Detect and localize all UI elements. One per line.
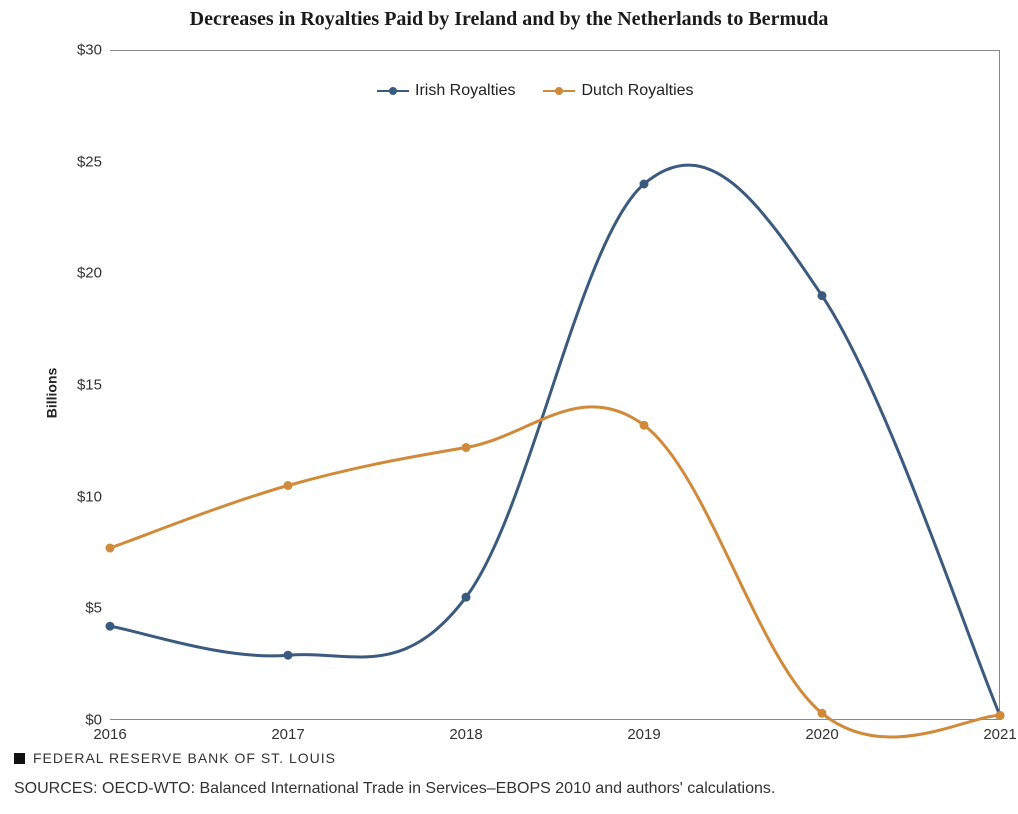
- data-point: [462, 593, 471, 602]
- y-axis-title: Billions: [44, 368, 60, 419]
- series-line: [110, 407, 1000, 737]
- chart-title: Decreases in Royalties Paid by Ireland a…: [0, 0, 1018, 31]
- y-tick-label: $15: [77, 377, 110, 394]
- data-point: [818, 291, 827, 300]
- x-tick-label: 2018: [449, 720, 482, 743]
- y-tick-label: $30: [77, 42, 110, 59]
- data-point: [106, 622, 115, 631]
- x-tick-label: 2016: [93, 720, 126, 743]
- data-point: [106, 544, 115, 553]
- chart-container: Decreases in Royalties Paid by Ireland a…: [0, 0, 1018, 814]
- data-point: [818, 709, 827, 718]
- x-tick-label: 2021: [983, 720, 1016, 743]
- lines-svg: [110, 50, 1000, 720]
- footer-sources: SOURCES: OECD-WTO: Balanced Internationa…: [14, 780, 775, 798]
- y-tick-label: $10: [77, 488, 110, 505]
- square-icon: [14, 753, 25, 764]
- data-point: [640, 421, 649, 430]
- footer-bank: FEDERAL RESERVE BANK OF ST. LOUIS: [14, 750, 775, 766]
- y-tick-label: $20: [77, 265, 110, 282]
- x-tick-label: 2019: [627, 720, 660, 743]
- y-tick-label: $25: [77, 153, 110, 170]
- data-point: [284, 481, 293, 490]
- plot-area: Billions Irish RoyaltiesDutch Royalties …: [110, 50, 1000, 720]
- x-tick-label: 2020: [805, 720, 838, 743]
- series-line: [110, 165, 1000, 715]
- data-point: [640, 180, 649, 189]
- data-point: [284, 651, 293, 660]
- data-point: [996, 711, 1005, 720]
- data-point: [462, 443, 471, 452]
- footer-bank-text: FEDERAL RESERVE BANK OF ST. LOUIS: [33, 750, 336, 766]
- y-tick-label: $5: [85, 600, 110, 617]
- chart-footer: FEDERAL RESERVE BANK OF ST. LOUIS SOURCE…: [14, 750, 775, 798]
- x-tick-label: 2017: [271, 720, 304, 743]
